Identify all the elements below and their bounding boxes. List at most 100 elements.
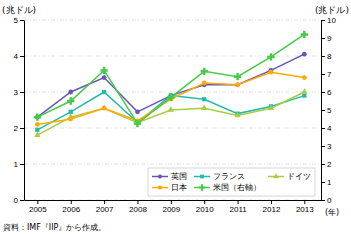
- tick-label: 2005: [29, 205, 47, 214]
- marker: [234, 112, 240, 118]
- marker: [68, 117, 73, 122]
- marker: [302, 52, 307, 57]
- marker: [34, 114, 41, 121]
- marker: [35, 122, 40, 127]
- legend-label: ドイツ: [287, 172, 311, 181]
- tick-label: 5: [327, 106, 332, 115]
- tick-mark: [321, 200, 325, 201]
- tick: 5: [321, 106, 332, 115]
- tick: 2: [321, 160, 332, 169]
- chart: 2005200620072008200920102011201220130123…: [0, 0, 351, 234]
- tick: 7: [321, 70, 332, 79]
- tick: 2010: [196, 200, 214, 214]
- legend-label: 米国（右軸）: [213, 183, 261, 192]
- grid-line: [24, 128, 321, 129]
- line: [37, 72, 304, 124]
- grid: [24, 20, 321, 200]
- tick-label: 3: [14, 88, 19, 97]
- marker: [34, 131, 40, 137]
- legend-marker: [199, 184, 206, 191]
- tick-mark: [238, 200, 239, 204]
- marker: [67, 97, 74, 104]
- legend-item: 英国: [152, 172, 187, 181]
- marker: [69, 110, 73, 114]
- marker: [301, 88, 307, 94]
- tick-label: 2: [14, 124, 19, 133]
- tick: 2008: [129, 200, 147, 214]
- tick-label: 4: [327, 124, 332, 133]
- tick-label: 5: [14, 16, 19, 25]
- tick-label: 1: [327, 178, 332, 187]
- tick: 2007: [96, 200, 114, 214]
- tick: 5: [14, 16, 24, 25]
- marker: [201, 68, 208, 75]
- tick-label: 0: [327, 196, 332, 205]
- y-axis-title: (兆ドル): [2, 5, 36, 15]
- grid-line: [24, 56, 321, 57]
- series: [35, 70, 307, 127]
- tick-mark: [20, 92, 24, 93]
- marker: [135, 109, 140, 114]
- source: 資料：IMF『IIP』から作成。: [3, 223, 106, 232]
- tick-label: 6: [327, 88, 332, 97]
- legend-label: 日本: [171, 183, 187, 192]
- tick-label: 2013: [296, 205, 314, 214]
- tick-label: 2008: [129, 205, 147, 214]
- y2-axis: 0 1 2 3 4 5 6 7 8 9 10: [321, 16, 336, 205]
- tick-mark: [104, 200, 105, 204]
- tick: 8: [321, 52, 332, 61]
- legend-item: 米国（右軸）: [194, 183, 261, 192]
- marker: [267, 53, 274, 60]
- tick: 2: [14, 124, 24, 133]
- tick-label: 8: [327, 52, 332, 61]
- marker: [202, 81, 207, 86]
- grid-line: [24, 200, 321, 201]
- tick-mark: [321, 20, 325, 21]
- tick-mark: [304, 200, 305, 204]
- tick-label: 2012: [263, 205, 281, 214]
- tick-mark: [321, 110, 325, 111]
- tick-mark: [321, 164, 325, 165]
- marker: [102, 106, 107, 111]
- marker: [102, 75, 107, 80]
- tick-mark: [71, 200, 72, 204]
- marker: [35, 128, 39, 132]
- tick: 1: [321, 178, 332, 187]
- legend: 英国 フランス ドイツ日本 米国（右軸）: [148, 168, 315, 196]
- tick-mark: [171, 200, 172, 204]
- tick-label: 9: [327, 34, 332, 43]
- tick-label: 3: [327, 142, 332, 151]
- tick: 2009: [162, 200, 180, 214]
- legend-marker: [200, 175, 204, 179]
- y-axis: 012345: [14, 16, 25, 205]
- tick-mark: [321, 182, 325, 183]
- legend-item: ドイツ: [268, 172, 311, 181]
- tick-mark: [321, 74, 325, 75]
- legend-label: フランス: [213, 172, 245, 181]
- series: [34, 31, 308, 127]
- tick-mark: [321, 56, 325, 57]
- plot-area: [34, 31, 308, 137]
- tick-label: 1: [14, 160, 19, 169]
- tick-mark: [137, 200, 138, 204]
- tick: 2012: [263, 200, 281, 214]
- legend-label: 英国: [171, 172, 187, 181]
- marker: [302, 75, 307, 80]
- tick-mark: [20, 164, 24, 165]
- grid-line: [24, 164, 321, 165]
- axis-line: [24, 21, 25, 201]
- legend-marker: [273, 173, 279, 178]
- marker: [234, 73, 241, 80]
- tick: 10: [321, 16, 336, 25]
- tick: 2013: [296, 200, 314, 214]
- tick-label: 2007: [96, 205, 114, 214]
- line: [37, 92, 304, 135]
- legend-marker: [158, 174, 162, 178]
- tick: 4: [14, 52, 24, 61]
- marker: [100, 67, 107, 74]
- tick: 6: [321, 88, 332, 97]
- legend-item: 日本: [152, 183, 187, 192]
- marker: [102, 90, 106, 94]
- legend-item: フランス: [194, 172, 245, 181]
- y2-axis-title: (兆ドル): [315, 5, 349, 15]
